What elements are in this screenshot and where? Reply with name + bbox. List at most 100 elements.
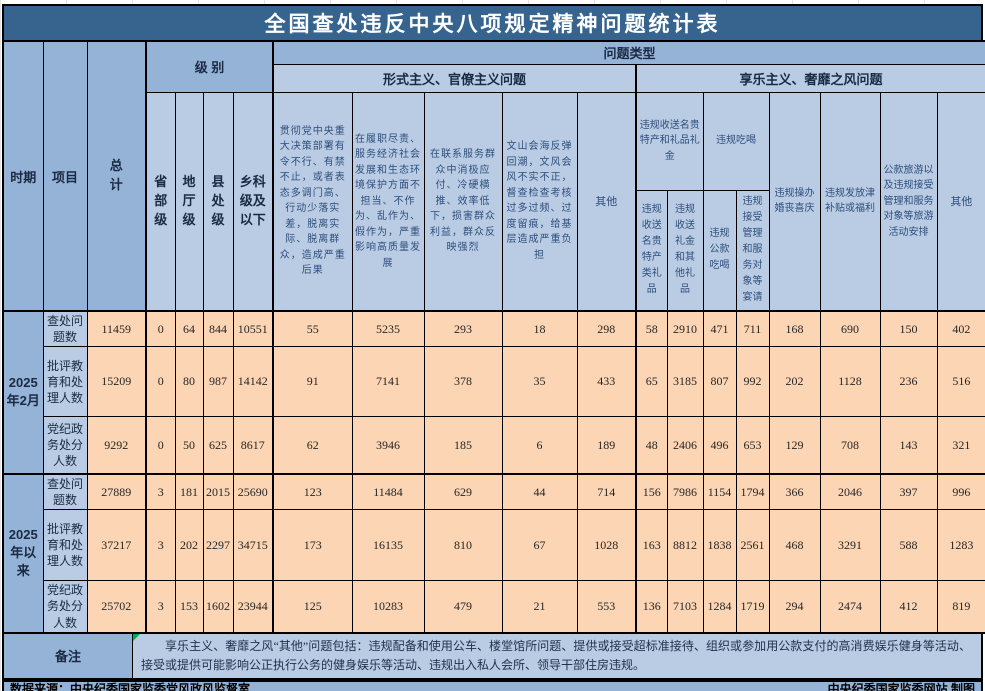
value-cell: 65 xyxy=(635,346,668,418)
value-cell: 5235 xyxy=(351,310,425,348)
value-cell: 321 xyxy=(936,416,985,475)
subcol-label: 违规收送名贵特产类礼品 xyxy=(641,204,662,296)
value-cell: 553 xyxy=(576,580,637,634)
value-cell: 807 xyxy=(702,346,737,418)
value-cell: 2046 xyxy=(819,472,881,511)
table-header: 时期 项目 总计 级 别 问题类型 形式主义、官僚主义问题 享乐主义、奢靡之风问… xyxy=(2,40,985,312)
value-cell: 50 xyxy=(174,416,204,475)
value-cell: 987 xyxy=(202,346,234,418)
col-header-formalism-2: 在履职尽责、服务经济社会发展和生态环境保护方面不担当、不作为、乱作为、假作为，严… xyxy=(351,91,425,312)
value-cell: 479 xyxy=(423,580,503,634)
col-header-dining-group: 违规吃喝 xyxy=(702,91,770,191)
row-label-cell: 批评教育和处理人数 xyxy=(42,509,88,582)
value-cell: 25690 xyxy=(232,472,274,511)
value-cell: 992 xyxy=(735,346,770,418)
value-cell: 27889 xyxy=(86,472,147,511)
period-cell: 2025年以来 xyxy=(2,472,44,634)
value-cell: 294 xyxy=(768,580,821,634)
col-header-weddings-funerals: 违规操办婚丧喜庆 xyxy=(768,91,821,312)
value-cell: 11459 xyxy=(86,310,147,348)
row-label-cell: 党纪政务处分人数 xyxy=(42,416,88,475)
value-cell: 714 xyxy=(576,472,637,511)
row-label-cell: 批评教育和处理人数 xyxy=(42,346,88,418)
source-bar: 数据来源：中央纪委国家监委党风政风监督室 中央纪委国家监委网站 制图 xyxy=(2,679,983,691)
value-cell: 711 xyxy=(735,310,770,348)
value-cell: 1794 xyxy=(735,472,770,511)
comment-triangle-icon xyxy=(133,633,140,641)
value-cell: 25702 xyxy=(86,580,147,634)
value-cell: 64 xyxy=(174,310,204,348)
level-label: 省部级 xyxy=(154,173,168,227)
value-cell: 189 xyxy=(576,416,637,475)
value-cell: 1028 xyxy=(576,509,637,582)
value-cell: 0 xyxy=(145,416,176,475)
level-label: 县处级 xyxy=(211,173,225,227)
value-cell: 629 xyxy=(423,472,503,511)
col-header-level-group: 级 别 xyxy=(145,40,274,93)
col-header-level-county: 县处级 xyxy=(202,91,234,312)
period-cell: 2025年2月 xyxy=(2,310,44,475)
value-cell: 16135 xyxy=(351,509,425,582)
page-title: 全国查处违反中央八项规定精神问题统计表 xyxy=(264,13,721,36)
table-row: 批评教育和处理人数 15209 0 80 987 14142 91 7141 378 35 433 6… xyxy=(3,346,985,418)
value-cell: 0 xyxy=(145,310,176,348)
col-header-formalism-other: 其他 xyxy=(576,91,637,312)
value-cell: 653 xyxy=(735,416,770,475)
value-cell: 708 xyxy=(819,416,881,475)
table-row: 党纪政务处分人数 9292 0 50 625 8617 62 3946 185 6 189 48 240… xyxy=(3,416,985,475)
value-cell: 496 xyxy=(702,416,737,475)
value-cell: 62 xyxy=(272,416,353,475)
value-cell: 202 xyxy=(768,346,821,418)
value-cell: 588 xyxy=(879,509,938,582)
statistics-table: 时期 项目 总计 级 别 问题类型 形式主义、官僚主义问题 享乐主义、奢靡之风问… xyxy=(2,40,985,634)
value-cell: 810 xyxy=(423,509,503,582)
value-cell: 2474 xyxy=(819,580,881,634)
table-title-bar: 全国查处违反中央八项规定精神问题统计表 xyxy=(2,4,983,40)
value-cell: 3 xyxy=(145,580,176,634)
value-cell: 3291 xyxy=(819,509,881,582)
note-body: 享乐主义、奢靡之风“其他”问题包括：违规配备和使用公车、楼堂馆所问题、提供或接受… xyxy=(133,633,981,678)
value-cell: 2910 xyxy=(666,310,704,348)
value-cell: 8617 xyxy=(232,416,274,475)
value-cell: 23944 xyxy=(232,580,274,634)
value-cell: 125 xyxy=(272,580,353,634)
credit-text: 中央纪委国家监委网站 制图 xyxy=(827,681,975,691)
value-cell: 153 xyxy=(174,580,204,634)
col-header-period: 时期 xyxy=(2,40,44,312)
value-cell: 80 xyxy=(174,346,204,418)
value-cell: 1154 xyxy=(702,472,737,511)
subcol-label: 违规公款吃喝 xyxy=(709,228,730,272)
value-cell: 2297 xyxy=(202,509,234,582)
value-cell: 844 xyxy=(202,310,234,348)
header-row-4: 违规收送名贵特产类礼品 违规收送礼金和其他礼品 违规公款吃喝 违规接受管理和服务… xyxy=(3,189,985,312)
value-cell: 3 xyxy=(145,472,176,511)
value-cell: 15209 xyxy=(86,346,147,418)
col-header-level-township: 乡科级及以下 xyxy=(232,91,274,312)
value-cell: 2015 xyxy=(202,472,234,511)
col-header-level-prefecture: 地厅级 xyxy=(174,91,204,312)
value-cell: 55 xyxy=(272,310,353,348)
col-header-dining-sub-1: 违规公款吃喝 xyxy=(702,189,737,312)
header-row-3: 省部级 地厅级 县处级 乡科级及以下 贯彻党中央重大决策部署有令不行、有禁不止，… xyxy=(3,91,985,312)
note-row: 备注 享乐主义、奢靡之风“其他”问题包括：违规配备和使用公车、楼堂馆所问题、提供… xyxy=(2,633,983,680)
value-cell: 9292 xyxy=(86,416,147,475)
col-header-hedonism-other: 其他 xyxy=(936,91,985,312)
col-header-formalism-1: 贯彻党中央重大决策部署有令不行、有禁不止，或者表态多调门高、行动少落实差，脱离实… xyxy=(272,91,353,312)
value-cell: 433 xyxy=(576,346,637,418)
value-cell: 1284 xyxy=(702,580,737,634)
value-cell: 298 xyxy=(576,310,637,348)
value-cell: 366 xyxy=(768,472,821,511)
col-header-public-funded-travel: 公款旅游以及违规接受管理和服务对象等旅游活动安排 xyxy=(879,91,938,312)
value-cell: 3946 xyxy=(351,416,425,475)
value-cell: 10551 xyxy=(232,310,274,348)
value-cell: 1283 xyxy=(936,509,985,582)
col-header-dining-sub-2: 违规接受管理和服务对象等宴请 xyxy=(735,189,770,312)
value-cell: 143 xyxy=(879,416,938,475)
value-cell: 7103 xyxy=(666,580,704,634)
value-cell: 2406 xyxy=(666,416,704,475)
col-header-total-label: 总计 xyxy=(109,158,123,192)
value-cell: 123 xyxy=(272,472,353,511)
value-cell: 2561 xyxy=(735,509,770,582)
value-cell: 516 xyxy=(936,346,985,418)
col-header-gift-sub-1: 违规收送名贵特产类礼品 xyxy=(635,189,668,312)
